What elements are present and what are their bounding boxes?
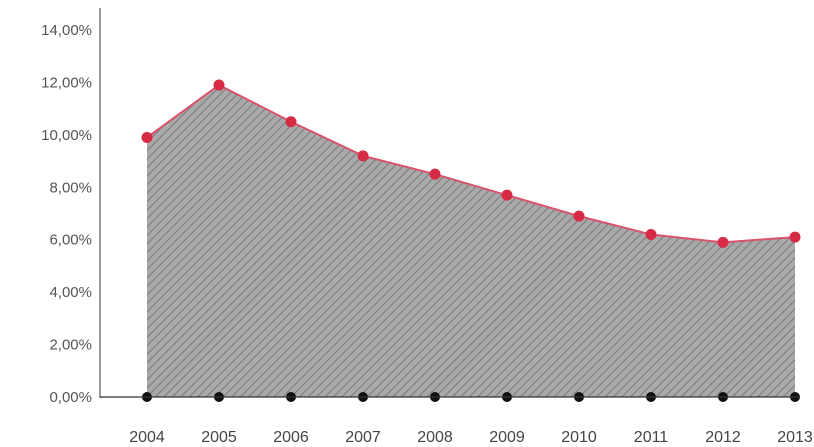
x-tick-label: 2009 <box>489 429 525 446</box>
data-point-2010 <box>573 210 585 222</box>
y-tick-label: 10,00% <box>41 127 92 144</box>
x-tick-label: 2011 <box>634 429 669 446</box>
y-tick-label: 14,00% <box>41 22 92 39</box>
x-tick-label: 2008 <box>417 429 453 446</box>
data-point-2009 <box>501 189 513 201</box>
y-tick-label: 2,00% <box>49 337 92 354</box>
x-tick-label: 2007 <box>345 429 381 446</box>
y-tick-label: 0,00% <box>49 389 92 406</box>
x-tick-label: 2013 <box>777 429 813 446</box>
data-point-2005 <box>213 79 225 91</box>
y-tick-label: 4,00% <box>49 284 92 301</box>
area-series <box>146 83 796 398</box>
x-tick-label: 2012 <box>705 429 741 446</box>
y-tick-label: 12,00% <box>41 74 92 91</box>
data-point-2007 <box>357 150 369 162</box>
y-tick-label: 6,00% <box>49 232 92 249</box>
data-point-2008 <box>429 168 441 180</box>
data-point-2004 <box>141 131 153 143</box>
data-point-2013 <box>789 231 801 243</box>
x-axis: 2004 2005 2006 2007 2008 2009 2010 2011 2012 2013 <box>100 396 813 446</box>
x-tick-label: 2010 <box>561 429 597 446</box>
data-point-2006 <box>285 116 297 128</box>
x-tick-label: 2005 <box>201 429 237 446</box>
data-point-2012 <box>717 236 729 248</box>
x-tick-label: 2004 <box>129 429 165 446</box>
data-point-2011 <box>645 228 657 240</box>
series-line <box>146 83 796 244</box>
y-tick-label: 8,00% <box>49 179 92 196</box>
area-fill <box>147 85 795 398</box>
y-axis: 0,00% 2,00% 4,00% 6,00% 8,00% 10,00% 12,00% 14,… <box>41 8 101 406</box>
x-tick-label: 2006 <box>273 429 309 446</box>
